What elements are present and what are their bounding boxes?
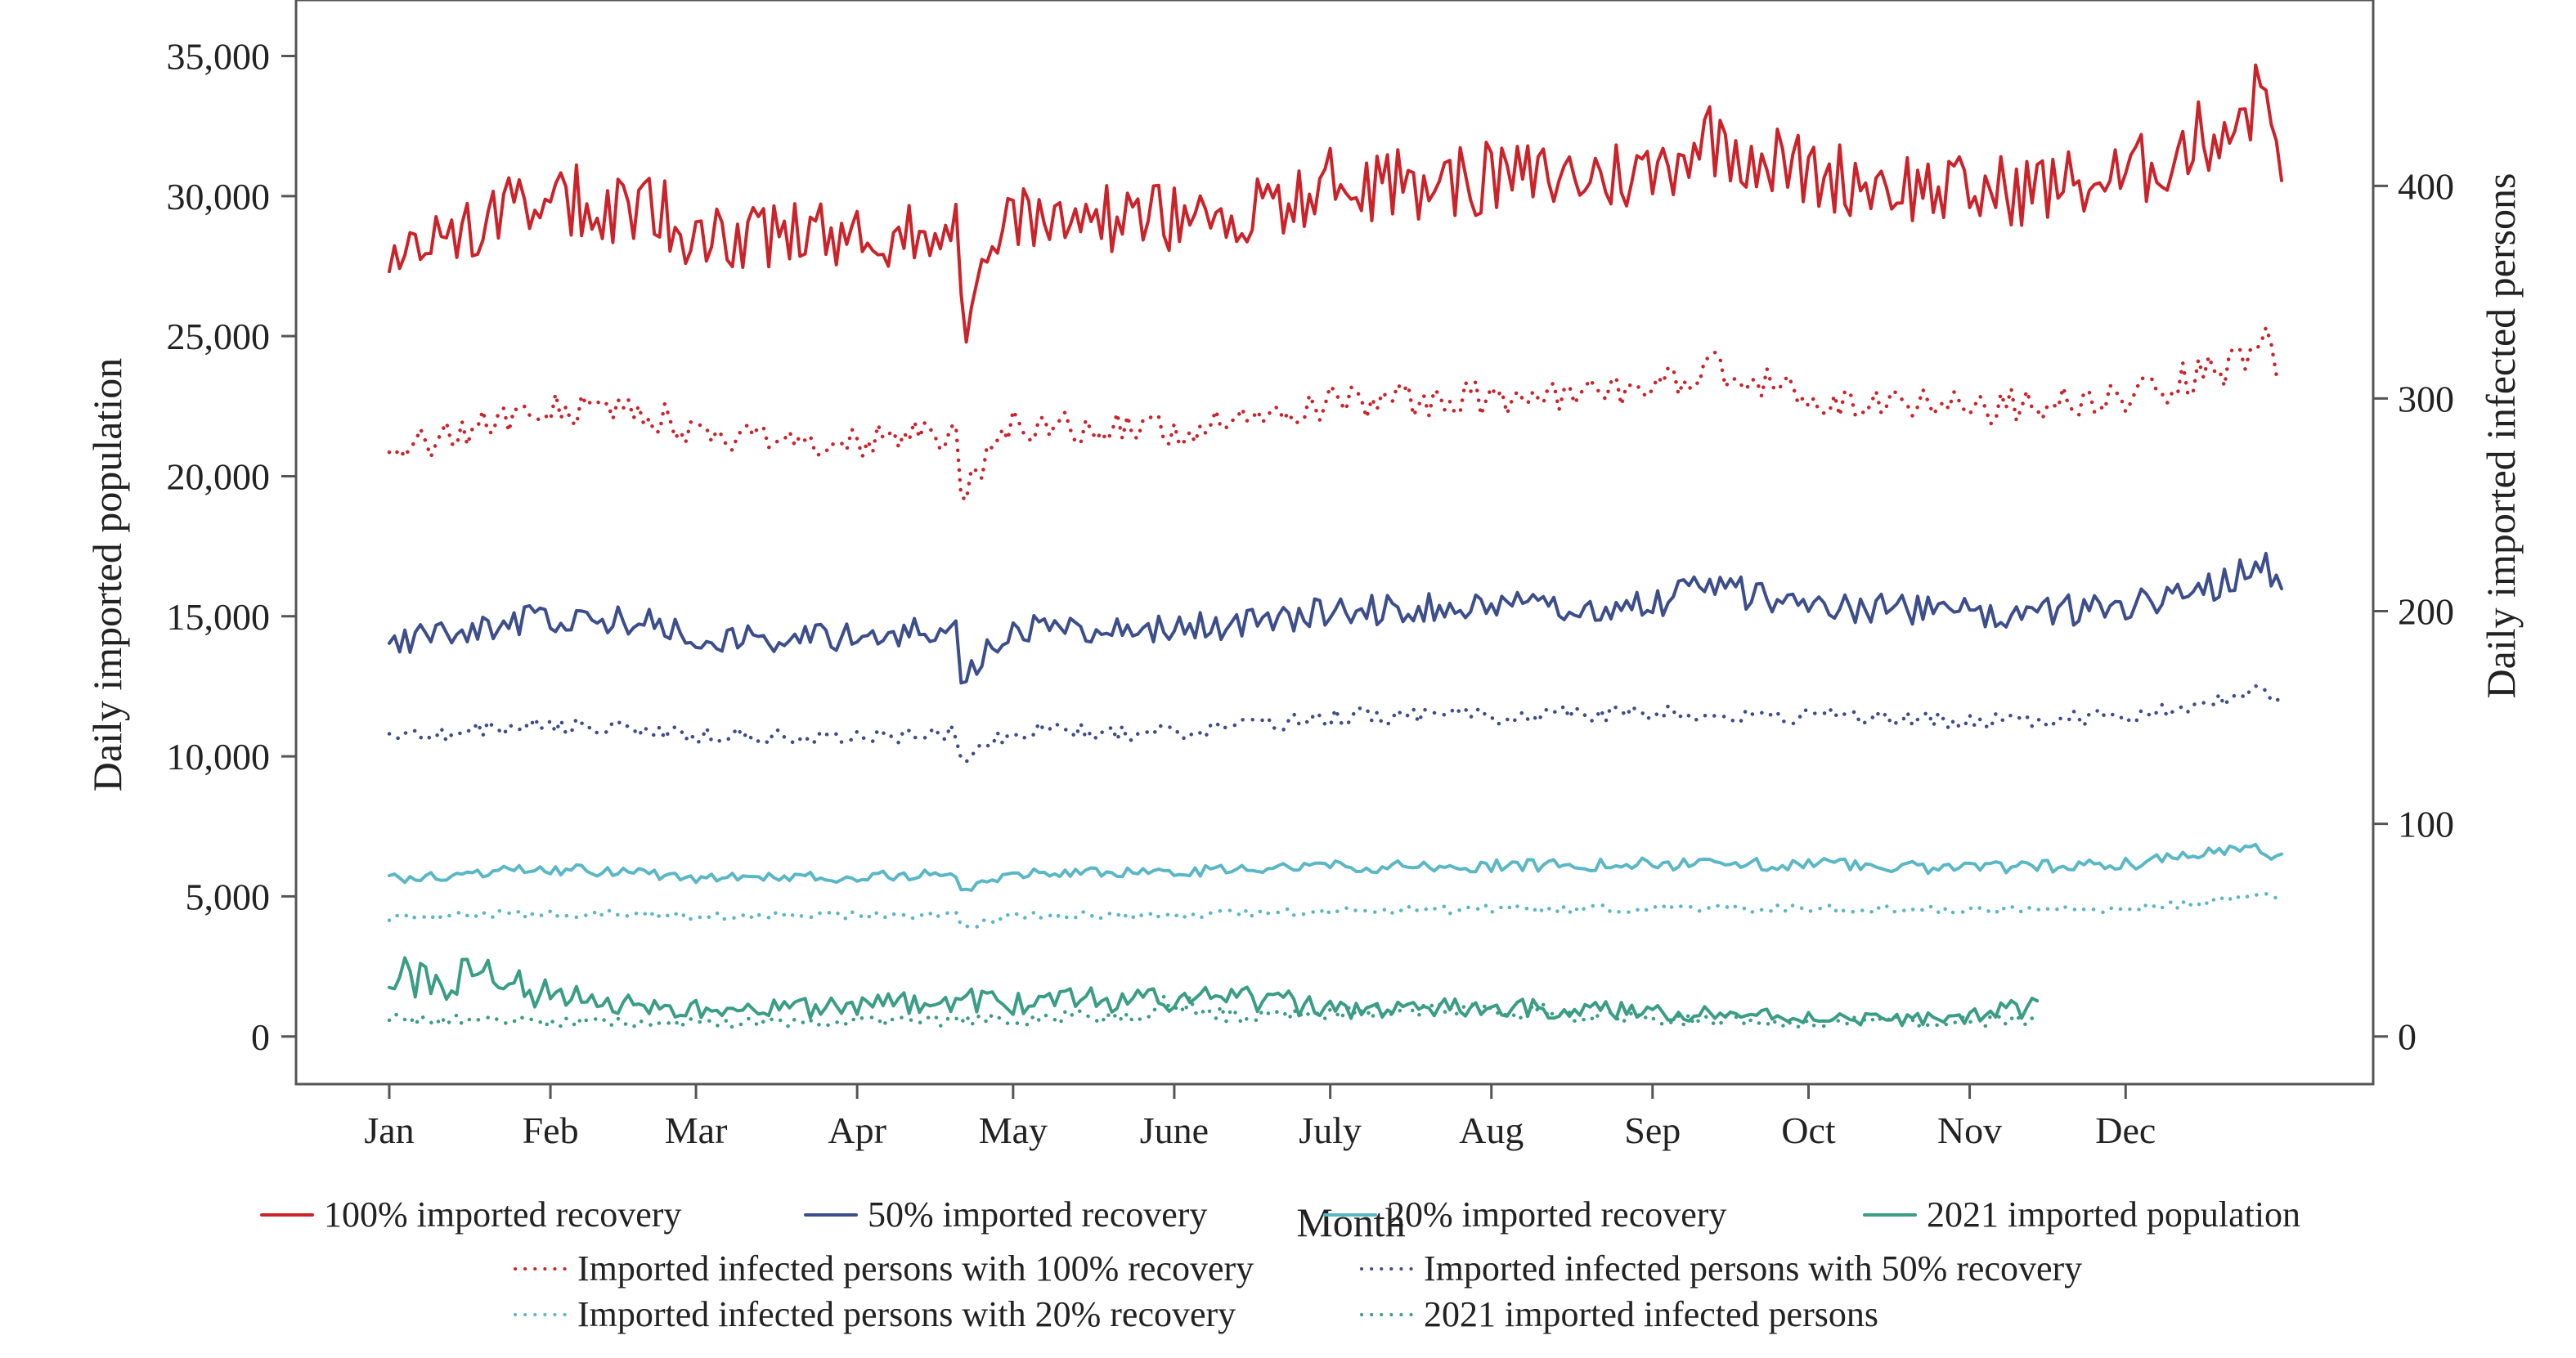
series-line xyxy=(387,891,2284,930)
series-line xyxy=(388,842,2283,892)
x-tick-label: June xyxy=(1140,1109,1209,1151)
x-tick-label: Nov xyxy=(1937,1109,2002,1151)
series-line xyxy=(388,63,2283,344)
x-tick-label: July xyxy=(1299,1109,1362,1151)
left-tick-label: 35,000 xyxy=(167,36,271,78)
left-tick-label: 30,000 xyxy=(167,176,271,217)
x-tick-label: Dec xyxy=(2095,1109,2156,1151)
left-axis-title: Daily imported population xyxy=(84,358,130,791)
x-tick-label: Mar xyxy=(665,1109,728,1151)
legend-label: Imported infected persons with 20% recov… xyxy=(577,1294,1236,1334)
x-tick-label: Feb xyxy=(523,1109,579,1151)
left-tick-label: 0 xyxy=(251,1016,270,1058)
x-tick-label: Sep xyxy=(1624,1109,1681,1151)
right-tick-label: 0 xyxy=(2398,1016,2417,1058)
series-line xyxy=(387,325,2284,502)
series-line xyxy=(388,956,2040,1028)
legend: 100% imported recovery 50% imported recov… xyxy=(260,1194,2300,1334)
right-tick-label: 200 xyxy=(2398,591,2454,633)
x-tick-label: May xyxy=(979,1109,1048,1151)
x-tick-label: Apr xyxy=(828,1109,886,1151)
legend-label: 50% imported recovery xyxy=(868,1194,1207,1235)
series-layer xyxy=(387,63,2284,1030)
left-tick-label: 5,000 xyxy=(186,876,271,917)
legend-label: Imported infected persons with 100% reco… xyxy=(577,1248,1254,1289)
series-line xyxy=(387,993,2040,1030)
series-line xyxy=(388,551,2283,685)
right-tick-label: 100 xyxy=(2398,804,2454,845)
right-y-axis: 0 100 200 300 400 xyxy=(2373,165,2454,1058)
left-y-axis: 0 5,000 10,000 15,000 20,000 25,000 30,000 35,0… xyxy=(167,36,296,1058)
left-tick-label: 25,000 xyxy=(167,316,271,357)
right-axis-title: Daily imported infected persons xyxy=(2478,173,2524,699)
right-tick-label: 300 xyxy=(2398,378,2454,419)
left-tick-label: 10,000 xyxy=(167,736,271,778)
x-axis: Jan Feb Mar Apr May June July Aug Sep Oct Nov Dec xyxy=(364,1084,2156,1151)
x-axis-title: Month xyxy=(1296,1199,1405,1245)
legend-label: 2021 imported population xyxy=(1927,1194,2300,1235)
legend-label: 100% imported recovery xyxy=(324,1194,681,1235)
x-tick-label: Jan xyxy=(364,1109,414,1151)
series-line xyxy=(387,683,2284,764)
left-tick-label: 15,000 xyxy=(167,596,271,638)
legend-label: 20% imported recovery xyxy=(1387,1194,1726,1235)
plot-frame xyxy=(294,0,2375,1086)
legend-label: 2021 imported infected persons xyxy=(1424,1294,1878,1334)
right-tick-label: 400 xyxy=(2398,165,2454,207)
x-tick-label: Aug xyxy=(1459,1109,1524,1151)
legend-label: Imported infected persons with 50% recov… xyxy=(1424,1248,2082,1289)
left-tick-label: 20,000 xyxy=(167,455,271,497)
x-tick-label: Oct xyxy=(1781,1109,1836,1151)
